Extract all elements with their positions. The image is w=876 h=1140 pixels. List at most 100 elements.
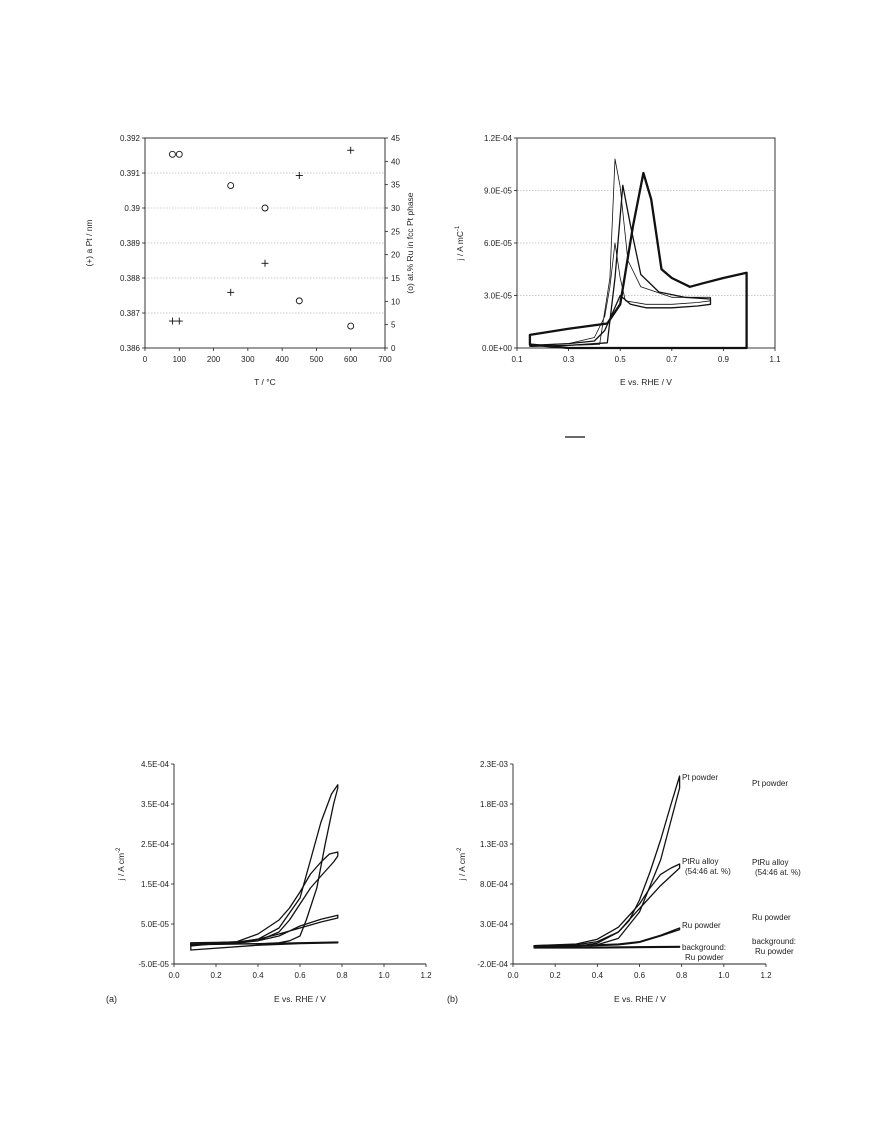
y-tick-label: 1.2E-04 — [484, 134, 513, 143]
plus-point — [347, 146, 355, 154]
series-label: background: Ru powder — [752, 937, 796, 956]
series-label: background: Ru powder — [682, 943, 726, 962]
chart-2: 0.0E+00 3.0E-05 6.0E-05 9.0E-05 1.2E-04 0.1 0.… — [455, 134, 781, 387]
x-tick-label: 1.1 — [769, 355, 781, 364]
plus-point — [261, 259, 269, 267]
y-tick-label: 4.5E-04 — [141, 760, 170, 769]
y-tick-label: 1.8E-03 — [480, 800, 509, 809]
y2-tick-label: 20 — [391, 251, 400, 260]
series-line-4 — [533, 945, 681, 949]
x-axis-label: E vs. RHE / V — [620, 377, 672, 387]
series-line-1 — [533, 775, 681, 948]
x-axis-label: E vs. RHE / V — [274, 994, 326, 1004]
series-line-3 — [528, 171, 748, 350]
y-tick-label: 3.0E-05 — [484, 292, 513, 301]
y2-tick-label: 30 — [391, 204, 400, 213]
x-tick-label: 0.3 — [563, 355, 575, 364]
series-label: Pt powder — [752, 779, 788, 788]
y2-axis-label: (o) at.% Ru in fcc Pt phase — [405, 192, 415, 293]
y-tick-label: -5.0E-05 — [138, 960, 169, 969]
circle-point — [227, 182, 235, 190]
y-tick-label: 0.391 — [120, 169, 141, 178]
y-tick-label: 0.0E+00 — [482, 344, 513, 353]
x-tick-label: 0.2 — [550, 971, 562, 980]
circle-point — [168, 150, 176, 158]
y-tick-label: 0.386 — [120, 344, 141, 353]
series-line-1 — [529, 158, 711, 347]
y-tick-label: 9.0E-05 — [484, 187, 513, 196]
plus-point — [175, 317, 183, 325]
y-tick-label: 0.387 — [120, 309, 141, 318]
y-tick-label: 1.5E-04 — [141, 880, 170, 889]
x-tick-label: 100 — [173, 355, 187, 364]
y-tick-label: 1.3E-03 — [480, 840, 509, 849]
x-tick-label: 0.8 — [336, 971, 348, 980]
chart-4: -2.0E-04 3.0E-04 8.0E-04 1.3E-03 1.8E-03 2.3E… — [447, 760, 772, 1004]
x-tick-label: 600 — [344, 355, 358, 364]
series-label: PtRu alloy (54:46 at. %) — [682, 857, 731, 876]
x-tick-label: 1.2 — [420, 971, 432, 980]
series-label: PtRu alloy (54:46 at. %) — [752, 858, 801, 877]
x-tick-label: 200 — [207, 355, 221, 364]
series-label: Ru powder — [682, 921, 721, 930]
series-plus — [168, 146, 355, 325]
y-tick-label: 2.3E-03 — [480, 760, 509, 769]
y-tick-label: 5.0E-05 — [141, 920, 170, 929]
y2-tick-label: 15 — [391, 274, 400, 283]
series-line-4 — [190, 941, 339, 951]
series-label: Pt powder — [682, 773, 718, 782]
y2-tick-label: 5 — [391, 321, 396, 330]
series-line-3 — [533, 927, 681, 948]
x-tick-label: 400 — [275, 355, 289, 364]
y2-tick-label: 10 — [391, 297, 400, 306]
plus-point — [168, 317, 176, 325]
series-line-3 — [190, 914, 339, 947]
x-tick-label: 0.6 — [634, 971, 646, 980]
series-label: Ru powder — [752, 913, 791, 922]
x-tick-label: 700 — [378, 355, 392, 364]
x-tick-label: 0.4 — [592, 971, 604, 980]
x-tick-label: 0.1 — [511, 355, 523, 364]
x-tick-label: 1.0 — [718, 971, 730, 980]
series-line-2 — [533, 863, 681, 948]
y-tick-label: 0.389 — [120, 239, 141, 248]
x-tick-label: 0.7 — [666, 355, 678, 364]
y2-tick-label: 35 — [391, 181, 400, 190]
y-axis-label: j / A cm-2 — [116, 847, 126, 881]
y-axis-label: j / A mC-1 — [455, 225, 465, 261]
y2-tick-label: 40 — [391, 157, 400, 166]
x-tick-label: 0 — [143, 355, 148, 364]
y-tick-label: 6.0E-05 — [484, 239, 513, 248]
y-tick-label: 8.0E-04 — [480, 880, 509, 889]
x-tick-label: 500 — [310, 355, 324, 364]
y2-tick-label: 25 — [391, 227, 400, 236]
x-tick-label: 0.5 — [615, 355, 627, 364]
chart-3: -5.0E-05 5.0E-05 1.5E-04 2.5E-04 3.5E-04 4.5E… — [106, 760, 801, 1004]
y-tick-label: 3.0E-04 — [480, 920, 509, 929]
panel-label: (b) — [447, 994, 458, 1004]
chart-1: 0.386 0.387 0.388 0.389 0.39 0.391 0.392 0 5 10 15… — [84, 134, 415, 387]
plus-point — [227, 288, 235, 296]
plus-point — [295, 171, 303, 179]
x-tick-label: 1.0 — [378, 971, 390, 980]
series-circle — [168, 150, 355, 330]
circle-point — [347, 322, 355, 330]
y-tick-label: 0.392 — [120, 134, 141, 143]
x-tick-label: 300 — [241, 355, 255, 364]
y-tick-label: 3.5E-04 — [141, 800, 170, 809]
x-tick-label: 0.8 — [676, 971, 688, 980]
x-tick-label: 1.2 — [760, 971, 772, 980]
x-tick-label: 0.0 — [168, 971, 180, 980]
circle-point — [261, 204, 269, 212]
series-line-2 — [190, 851, 339, 946]
circle-point — [175, 150, 183, 158]
x-axis-label: E vs. RHE / V — [614, 994, 666, 1004]
y-axis-label: (+) a Pt / nm — [84, 220, 94, 267]
y-tick-label: 0.39 — [124, 204, 140, 213]
x-tick-label: 0.2 — [210, 971, 222, 980]
x-tick-label: 0.0 — [507, 971, 519, 980]
series-line-2 — [529, 184, 712, 347]
x-tick-label: 0.9 — [718, 355, 730, 364]
x-tick-label: 0.6 — [294, 971, 306, 980]
